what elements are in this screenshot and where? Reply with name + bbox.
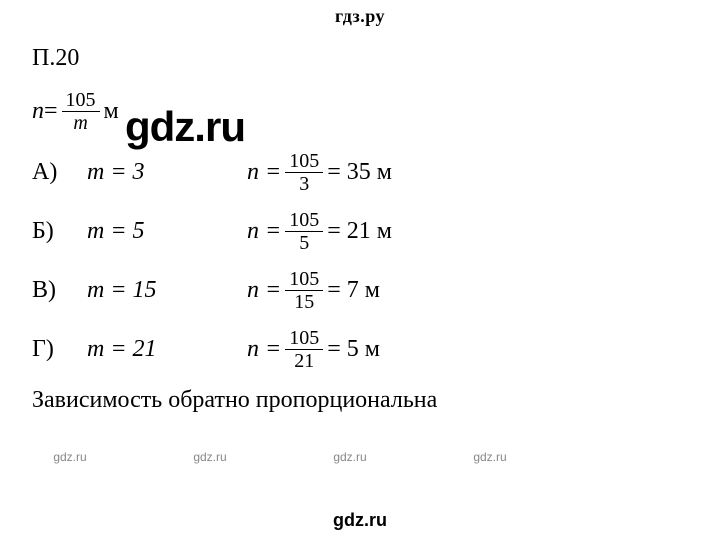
m-equation: m = 5 bbox=[87, 218, 247, 245]
fraction: 105 15 bbox=[285, 269, 323, 312]
formula-lhs: n bbox=[32, 98, 44, 125]
fraction: 105 3 bbox=[285, 151, 323, 194]
variant-row: Б) m = 5 n = 105 5 = 21 м bbox=[32, 210, 720, 253]
denominator: 3 bbox=[295, 173, 313, 194]
n-lhs: n = bbox=[247, 277, 281, 304]
m-equation: m = 21 bbox=[87, 336, 247, 363]
formula-unit: м bbox=[104, 98, 119, 125]
n-equation: n = 105 5 = 21 м bbox=[247, 210, 392, 253]
n-lhs: n = bbox=[247, 218, 281, 245]
watermark-small: gdz.ru bbox=[53, 450, 86, 464]
footer-watermark: gdz.ru bbox=[0, 510, 720, 531]
denominator: 15 bbox=[290, 291, 318, 312]
variant-label: Б) bbox=[32, 218, 87, 245]
n-equation: n = 105 15 = 7 м bbox=[247, 269, 380, 312]
numerator: 105 bbox=[285, 210, 323, 232]
result: = 5 м bbox=[327, 336, 380, 363]
conclusion-text: Зависимость обратно пропорциональна bbox=[32, 387, 720, 414]
n-lhs: n = bbox=[247, 336, 281, 363]
variant-row: А) m = 3 n = 105 3 = 35 м bbox=[32, 151, 720, 194]
content-area: П.20 n = 105 m м А) m = 3 n = 105 3 = 35… bbox=[0, 27, 720, 414]
watermark-small: gdz.ru bbox=[333, 450, 366, 464]
page-header: гдз.ру bbox=[0, 0, 720, 27]
fraction: 105 5 bbox=[285, 210, 323, 253]
watermark-small: gdz.ru bbox=[473, 450, 506, 464]
n-equation: n = 105 21 = 5 м bbox=[247, 328, 380, 371]
result: = 21 м bbox=[327, 218, 392, 245]
n-lhs: n = bbox=[247, 159, 281, 186]
variant-label: В) bbox=[32, 277, 87, 304]
denominator: 21 bbox=[290, 350, 318, 371]
numerator: 105 bbox=[285, 328, 323, 350]
variant-label: Г) bbox=[32, 336, 87, 363]
denominator: 5 bbox=[295, 232, 313, 253]
main-formula: n = 105 m м bbox=[32, 90, 720, 133]
formula-eq: = bbox=[44, 98, 58, 125]
fraction: 105 21 bbox=[285, 328, 323, 371]
m-equation: m = 3 bbox=[87, 159, 247, 186]
numerator: 105 bbox=[285, 151, 323, 173]
watermark-small: gdz.ru bbox=[193, 450, 226, 464]
formula-denominator: m bbox=[69, 112, 91, 133]
formula-numerator: 105 bbox=[62, 90, 100, 112]
header-title: гдз.ру bbox=[335, 6, 385, 26]
result: = 7 м bbox=[327, 277, 380, 304]
m-equation: m = 15 bbox=[87, 277, 247, 304]
numerator: 105 bbox=[285, 269, 323, 291]
n-equation: n = 105 3 = 35 м bbox=[247, 151, 392, 194]
formula-fraction: 105 m bbox=[62, 90, 100, 133]
variant-row: Г) m = 21 n = 105 21 = 5 м bbox=[32, 328, 720, 371]
variant-label: А) bbox=[32, 159, 87, 186]
watermark-small-row: gdz.ru gdz.ru gdz.ru gdz.ru bbox=[0, 450, 560, 464]
problem-label: П.20 bbox=[32, 45, 720, 72]
result: = 35 м bbox=[327, 159, 392, 186]
variant-row: В) m = 15 n = 105 15 = 7 м bbox=[32, 269, 720, 312]
